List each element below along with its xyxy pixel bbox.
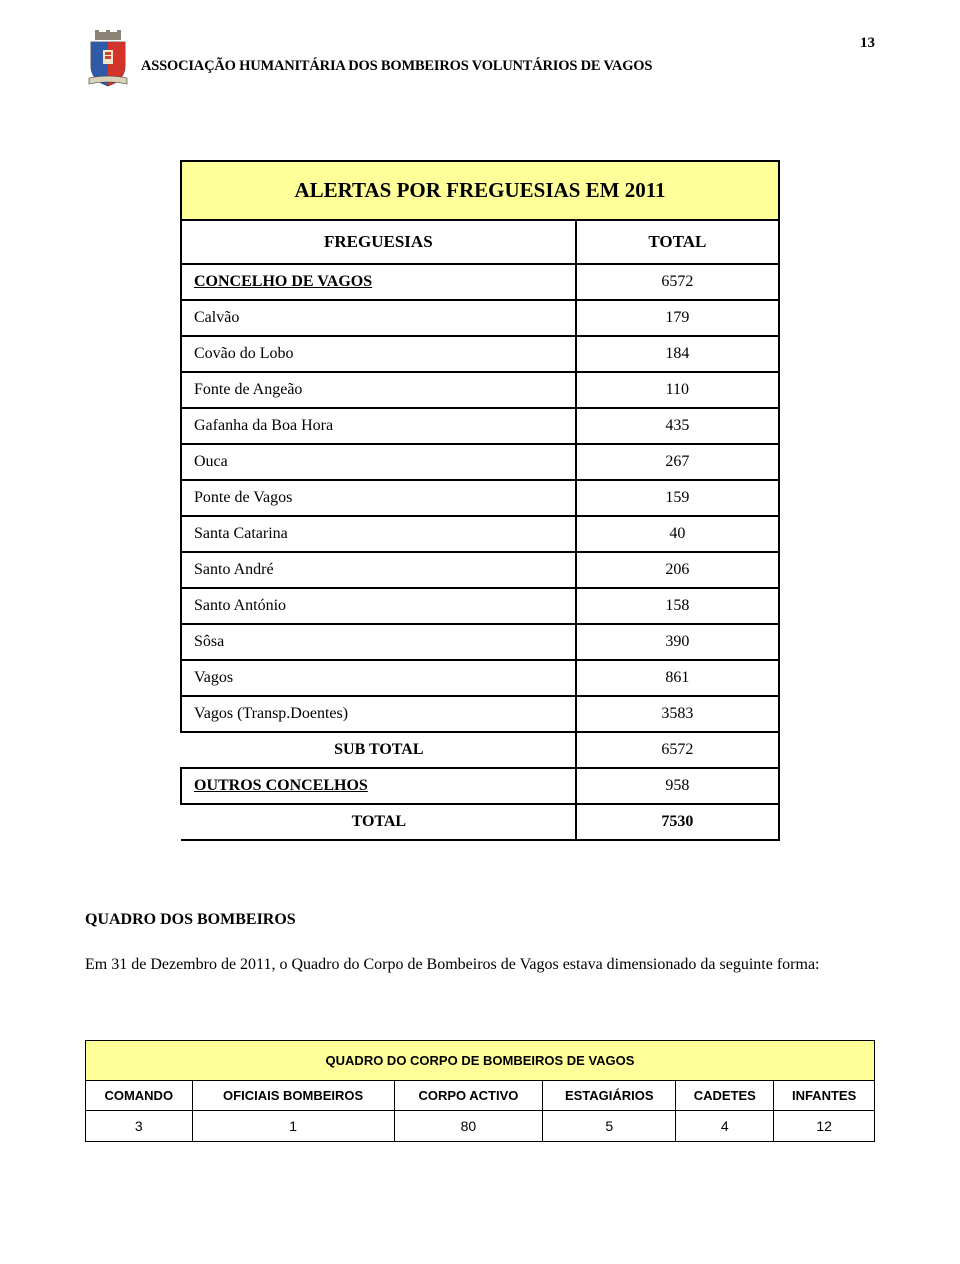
alert-table-header-row: FREGUESIAS TOTAL — [181, 220, 779, 264]
concelho-label: CONCELHO DE VAGOS — [181, 264, 576, 300]
concelho-value: 6572 — [576, 264, 779, 300]
total-value: 7530 — [576, 804, 779, 840]
outros-row: OUTROS CONCELHOS 958 — [181, 768, 779, 804]
quadro-col-header: CADETES — [676, 1080, 774, 1110]
quadro-col-header: CORPO ACTIVO — [394, 1080, 542, 1110]
subtotal-label: SUB TOTAL — [181, 732, 576, 768]
table-row: Sôsa390 — [181, 624, 779, 660]
table-row: Calvão179 — [181, 300, 779, 336]
quadro-cell: 80 — [394, 1110, 542, 1141]
quadro-col-header: COMANDO — [86, 1080, 193, 1110]
table-row: Vagos861 — [181, 660, 779, 696]
quadro-cell: 1 — [192, 1110, 394, 1141]
table-row: Covão do Lobo184 — [181, 336, 779, 372]
col-header-freguesias: FREGUESIAS — [181, 220, 576, 264]
quadro-col-header: ESTAGIÁRIOS — [543, 1080, 676, 1110]
table-row: Fonte de Angeão110 — [181, 372, 779, 408]
outros-value: 958 — [576, 768, 779, 804]
quadro-cell: 3 — [86, 1110, 193, 1141]
quadro-col-header: INFANTES — [774, 1080, 875, 1110]
subtotal-value: 6572 — [576, 732, 779, 768]
quadro-cell: 4 — [676, 1110, 774, 1141]
page-header: ASSOCIAÇÃO HUMANITÁRIA DOS BOMBEIROS VOL… — [85, 30, 875, 90]
col-header-total: TOTAL — [576, 220, 779, 264]
total-label: TOTAL — [181, 804, 576, 840]
table-row: Gafanha da Boa Hora435 — [181, 408, 779, 444]
association-title: ASSOCIAÇÃO HUMANITÁRIA DOS BOMBEIROS VOL… — [141, 30, 652, 75]
quadro-cell: 5 — [543, 1110, 676, 1141]
table-row: Ponte de Vagos159 — [181, 480, 779, 516]
subtotal-row: SUB TOTAL 6572 — [181, 732, 779, 768]
page-number: 13 — [860, 30, 875, 52]
table-row: Santo André206 — [181, 552, 779, 588]
total-row: TOTAL 7530 — [181, 804, 779, 840]
table-row: Vagos (Transp.Doentes)3583 — [181, 696, 779, 732]
concelho-row: CONCELHO DE VAGOS 6572 — [181, 264, 779, 300]
quadro-col-header: OFICIAIS BOMBEIROS — [192, 1080, 394, 1110]
alert-table: ALERTAS POR FREGUESIAS EM 2011 FREGUESIA… — [180, 160, 780, 841]
quadro-data-row: 3 1 80 5 4 12 — [86, 1110, 875, 1141]
quadro-table: QUADRO DO CORPO DE BOMBEIROS DE VAGOS CO… — [85, 1040, 875, 1142]
alert-table-title: ALERTAS POR FREGUESIAS EM 2011 — [181, 161, 779, 220]
table-row: Santo António158 — [181, 588, 779, 624]
table-row: Santa Catarina40 — [181, 516, 779, 552]
quadro-header-row: COMANDO OFICIAIS BOMBEIROS CORPO ACTIVO … — [86, 1080, 875, 1110]
quadro-cell: 12 — [774, 1110, 875, 1141]
outros-label: OUTROS CONCELHOS — [181, 768, 576, 804]
table-row: Ouca267 — [181, 444, 779, 480]
alert-table-container: ALERTAS POR FREGUESIAS EM 2011 FREGUESIA… — [180, 160, 780, 841]
association-logo — [85, 30, 131, 90]
section-heading: QUADRO DOS BOMBEIROS — [85, 911, 875, 929]
section-paragraph: Em 31 de Dezembro de 2011, o Quadro do C… — [85, 951, 875, 980]
quadro-table-title: QUADRO DO CORPO DE BOMBEIROS DE VAGOS — [86, 1040, 875, 1080]
alert-table-title-row: ALERTAS POR FREGUESIAS EM 2011 — [181, 161, 779, 220]
